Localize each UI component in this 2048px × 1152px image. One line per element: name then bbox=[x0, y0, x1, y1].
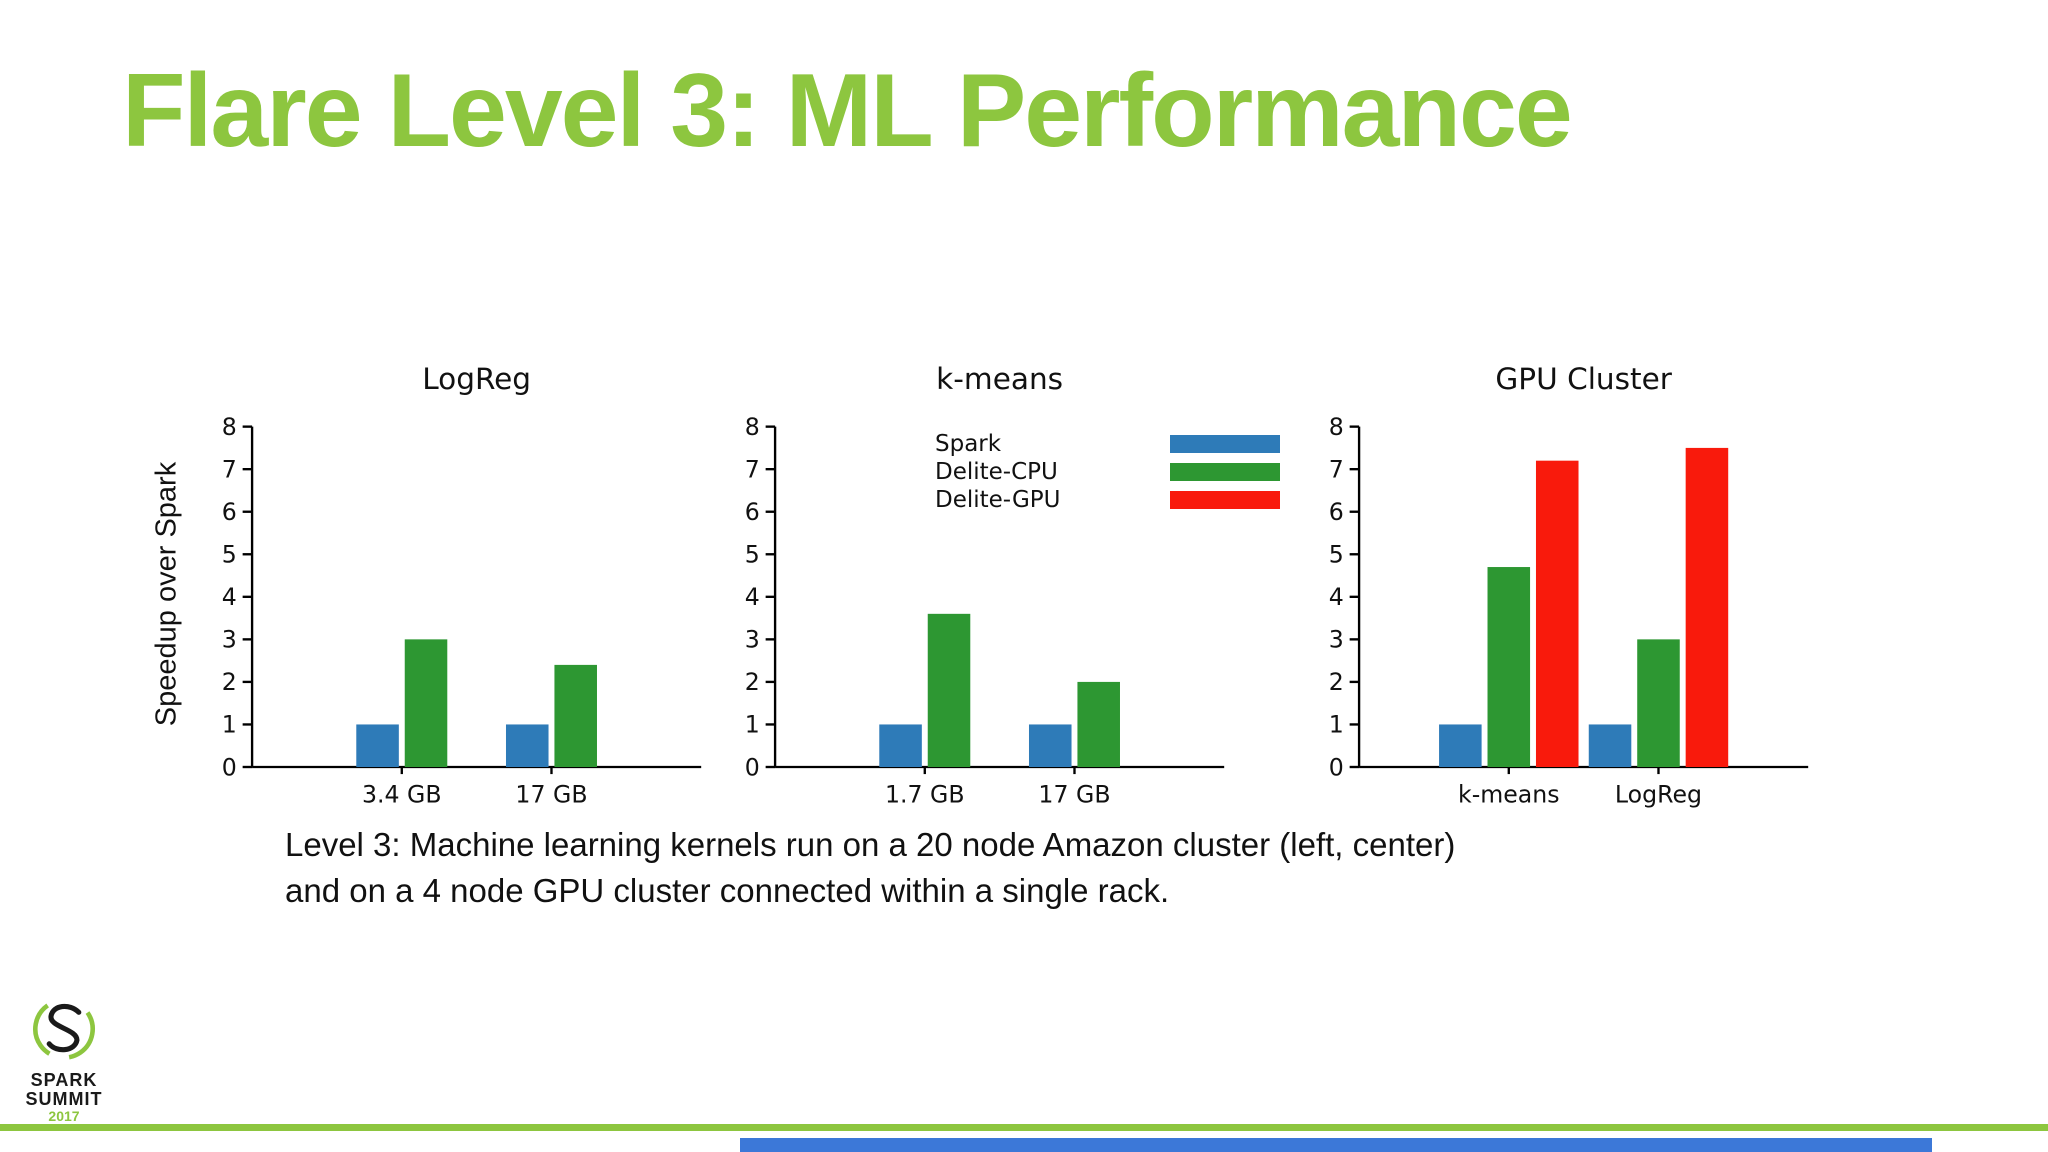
legend-label-delite-cpu: Delite-CPU bbox=[935, 459, 1058, 485]
y-tick-label: 6 bbox=[1329, 498, 1344, 526]
x-category-label: 3.4 GB bbox=[362, 780, 442, 808]
y-tick-label: 2 bbox=[1329, 668, 1344, 696]
x-category-label: 17 GB bbox=[515, 780, 587, 808]
legend-swatch-spark bbox=[1170, 435, 1280, 453]
bar-spark-17-gb bbox=[505, 724, 549, 767]
gpu-cluster-bar-chart: GPU Cluster 0 1 2 3 4 5 6 7 8 k-means LogReg bbox=[1329, 362, 1809, 808]
legend-swatch-delite-cpu bbox=[1170, 463, 1280, 481]
y-tick-label: 0 bbox=[745, 753, 760, 781]
x-category-label: 17 GB bbox=[1038, 780, 1110, 808]
y-tick-label: 1 bbox=[745, 711, 760, 739]
y-tick-label: 1 bbox=[222, 711, 237, 739]
bar-spark-17-gb bbox=[1028, 724, 1072, 767]
y-tick-label: 4 bbox=[1329, 583, 1344, 611]
bar-delite-cpu-17-gb bbox=[1077, 681, 1120, 767]
spark-summit-logo-icon bbox=[33, 998, 95, 1060]
logo-spark-text: SPARK bbox=[30, 1069, 98, 1090]
bar-spark-1.7-gb bbox=[879, 724, 922, 767]
y-tick-label: 4 bbox=[222, 583, 237, 611]
caption-line-1: Level 3: Machine learning kernels run on… bbox=[285, 826, 1456, 863]
y-axis-label: Speedup over Spark bbox=[150, 461, 183, 727]
kmeans-bar-chart: k-means 0 1 2 3 4 5 6 7 8 1.7 GB 17 GB bbox=[745, 362, 1225, 808]
legend-row-delite-gpu: Delite-GPU bbox=[935, 486, 1280, 514]
chart-title: GPU Cluster bbox=[1495, 362, 1672, 396]
bar-delite-cpu-3.4-gb bbox=[404, 639, 448, 767]
y-tick-label: 8 bbox=[1329, 413, 1344, 441]
spark-summit-logo: SPARK SUMMIT 2017 bbox=[18, 992, 110, 1123]
chart-title: LogReg bbox=[422, 362, 531, 396]
bar-delite-cpu-k-means bbox=[1487, 567, 1531, 767]
y-tick-label: 2 bbox=[745, 668, 760, 696]
caption-line-2: and on a 4 node GPU cluster connected wi… bbox=[285, 872, 1170, 909]
y-tick-label: 8 bbox=[745, 413, 760, 441]
y-tick-label: 4 bbox=[745, 583, 760, 611]
legend-swatch-delite-gpu bbox=[1170, 491, 1280, 509]
y-tick-label: 5 bbox=[745, 541, 760, 569]
bar-delite-gpu-k-means bbox=[1535, 460, 1579, 767]
bar-spark-logreg bbox=[1588, 724, 1632, 767]
y-tick-label: 2 bbox=[222, 668, 237, 696]
bar-spark-k-means bbox=[1439, 724, 1482, 767]
bar-delite-cpu-1.7-gb bbox=[927, 613, 971, 767]
legend-label-spark: Spark bbox=[935, 431, 1002, 457]
caption: Level 3: Machine learning kernels run on… bbox=[285, 822, 1455, 914]
x-category-label: LogReg bbox=[1615, 780, 1702, 808]
footer-green-bar bbox=[0, 1124, 2048, 1131]
y-tick-label: 8 bbox=[222, 413, 237, 441]
y-tick-label: 6 bbox=[745, 498, 760, 526]
y-tick-label: 3 bbox=[222, 626, 237, 654]
y-tick-label: 0 bbox=[1329, 753, 1344, 781]
logo-summit-text: SUMMIT bbox=[25, 1088, 103, 1109]
footer-blue-bar bbox=[740, 1138, 1932, 1152]
slide-title: Flare Level 3: ML Performance bbox=[122, 53, 1573, 169]
y-tick-label: 1 bbox=[1329, 711, 1344, 739]
y-tick-label: 6 bbox=[222, 498, 237, 526]
y-tick-label: 7 bbox=[222, 455, 237, 483]
y-tick-label: 5 bbox=[1329, 541, 1344, 569]
legend-row-delite-cpu: Delite-CPU bbox=[935, 458, 1280, 486]
x-category-label: 1.7 GB bbox=[885, 780, 965, 808]
y-tick-label: 3 bbox=[1329, 626, 1344, 654]
logreg-bar-chart: LogReg 0 1 2 3 4 5 6 7 8 3.4 GB 17 GB bbox=[222, 362, 702, 808]
bar-delite-gpu-logreg bbox=[1685, 447, 1729, 767]
x-category-label: k-means bbox=[1458, 780, 1560, 808]
logo-year-text: 2017 bbox=[48, 1107, 80, 1124]
y-tick-label: 3 bbox=[745, 626, 760, 654]
chart-title: k-means bbox=[936, 362, 1063, 396]
y-tick-label: 5 bbox=[222, 541, 237, 569]
y-tick-label: 7 bbox=[1329, 455, 1344, 483]
chart-legend: Spark Delite-CPU Delite-GPU bbox=[935, 430, 1280, 514]
legend-row-spark: Spark bbox=[935, 430, 1280, 458]
legend-label-delite-gpu: Delite-GPU bbox=[935, 487, 1061, 513]
y-tick-label: 7 bbox=[745, 455, 760, 483]
bar-spark-3.4-gb bbox=[356, 724, 399, 767]
y-tick-label: 0 bbox=[222, 753, 237, 781]
bar-delite-cpu-logreg bbox=[1637, 639, 1680, 767]
bar-delite-cpu-17-gb bbox=[554, 664, 597, 767]
